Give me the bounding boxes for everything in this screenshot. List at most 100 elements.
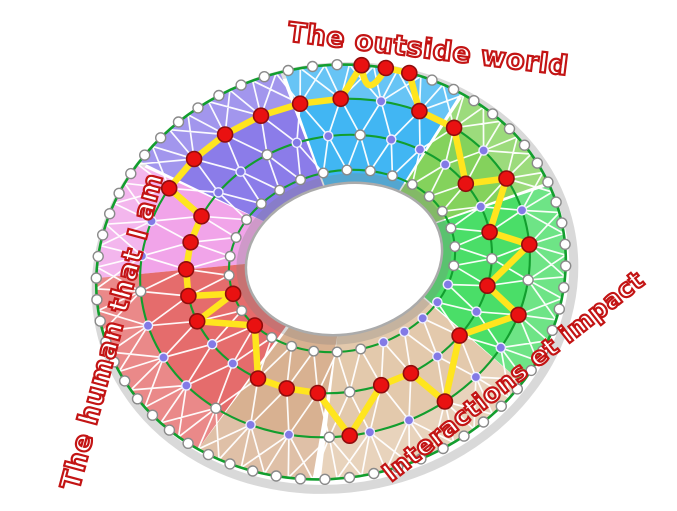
grid-node-purple[interactable] — [322, 130, 334, 142]
path-node-red[interactable] — [193, 208, 210, 225]
grid-node-white[interactable] — [518, 139, 531, 151]
grid-node-white[interactable] — [100, 336, 112, 348]
grid-node-purple[interactable] — [471, 306, 482, 318]
sector-impact-green-light[interactable] — [400, 94, 548, 223]
grid-node-purple[interactable] — [227, 358, 239, 369]
grid-node-white[interactable] — [468, 94, 480, 107]
grid-node-white[interactable] — [553, 303, 565, 315]
grid-node-white[interactable] — [546, 324, 558, 336]
path-node-red[interactable] — [177, 260, 195, 278]
path-node-red[interactable] — [402, 364, 420, 382]
grid-node-purple[interactable] — [439, 159, 451, 170]
grid-node-white[interactable] — [266, 332, 278, 344]
grid-node-white[interactable] — [406, 178, 418, 190]
grid-node-white[interactable] — [317, 167, 329, 179]
path-node-red[interactable] — [249, 370, 267, 387]
grid-node-white[interactable] — [282, 64, 294, 77]
grid-node-white[interactable] — [449, 241, 461, 253]
grid-node-white[interactable] — [354, 129, 366, 141]
grid-node-white[interactable] — [113, 187, 125, 200]
grid-node-purple[interactable] — [283, 429, 295, 441]
grid-node-purple[interactable] — [375, 96, 387, 107]
grid-node-white[interactable] — [522, 274, 534, 286]
grid-node-white[interactable] — [558, 281, 570, 294]
grid-node-purple[interactable] — [181, 380, 192, 391]
grid-node-purple[interactable] — [146, 215, 157, 227]
path-node-red[interactable] — [372, 376, 390, 394]
grid-node-white[interactable] — [368, 467, 380, 480]
grid-node-white[interactable] — [550, 196, 562, 208]
path-node-red[interactable] — [278, 380, 296, 397]
grid-node-white[interactable] — [294, 473, 307, 485]
grid-node-purple[interactable] — [245, 419, 256, 431]
grid-node-white[interactable] — [182, 437, 194, 449]
path-node-red[interactable] — [180, 287, 197, 305]
grid-node-white[interactable] — [246, 465, 259, 477]
grid-node-white[interactable] — [437, 442, 449, 455]
grid-node-white[interactable] — [319, 473, 331, 485]
grid-node-white[interactable] — [236, 305, 248, 317]
grid-node-purple[interactable] — [478, 145, 489, 156]
grid-node-white[interactable] — [364, 165, 376, 177]
path-node-red[interactable] — [185, 150, 203, 168]
grid-node-white[interactable] — [486, 108, 499, 120]
grid-node-white[interactable] — [138, 149, 151, 161]
grid-node-white[interactable] — [331, 58, 343, 71]
grid-node-white[interactable] — [331, 346, 343, 358]
grid-node-white[interactable] — [344, 386, 356, 398]
grid-node-white[interactable] — [154, 132, 167, 144]
grid-node-white[interactable] — [458, 430, 470, 442]
path-node-red[interactable] — [479, 277, 496, 295]
grid-node-white[interactable] — [445, 222, 457, 234]
grid-node-white[interactable] — [241, 214, 253, 226]
path-node-red[interactable] — [291, 95, 309, 112]
grid-node-white[interactable] — [323, 431, 335, 443]
grid-node-white[interactable] — [306, 60, 319, 73]
grid-node-purple[interactable] — [158, 352, 169, 363]
grid-node-white[interactable] — [108, 356, 120, 368]
path-node-red[interactable] — [510, 306, 527, 324]
grid-node-purple[interactable] — [432, 351, 443, 362]
grid-node-white[interactable] — [511, 383, 523, 395]
grid-node-white[interactable] — [542, 176, 554, 188]
grid-node-white[interactable] — [503, 123, 516, 135]
path-node-red[interactable] — [353, 56, 370, 74]
grid-node-white[interactable] — [386, 170, 398, 182]
path-node-red[interactable] — [481, 223, 498, 241]
grid-node-white[interactable] — [261, 149, 273, 161]
grid-node-white[interactable] — [343, 471, 356, 484]
grid-node-white[interactable] — [559, 238, 571, 251]
grid-node-white[interactable] — [202, 448, 215, 461]
path-node-red[interactable] — [411, 102, 428, 120]
grid-node-white[interactable] — [94, 315, 106, 327]
grid-node-white[interactable] — [531, 157, 543, 169]
grid-node-white[interactable] — [92, 250, 104, 263]
path-node-red[interactable] — [445, 119, 463, 137]
grid-node-white[interactable] — [163, 424, 176, 436]
grid-node-white[interactable] — [172, 116, 185, 128]
path-node-red[interactable] — [332, 90, 350, 108]
path-node-red[interactable] — [252, 107, 270, 124]
grid-node-purple[interactable] — [235, 166, 246, 177]
grid-node-white[interactable] — [447, 83, 460, 96]
path-node-red[interactable] — [246, 317, 264, 334]
grid-node-white[interactable] — [255, 198, 267, 210]
grid-node-purple[interactable] — [206, 338, 218, 350]
grid-node-white[interactable] — [556, 217, 568, 229]
grid-node-purple[interactable] — [417, 312, 429, 324]
path-node-red[interactable] — [224, 285, 242, 303]
path-node-red[interactable] — [182, 234, 199, 251]
grid-node-white[interactable] — [224, 250, 236, 262]
sector-human-tan[interactable] — [198, 326, 338, 480]
grid-node-white[interactable] — [90, 272, 103, 284]
grid-node-white[interactable] — [134, 285, 147, 298]
grid-node-white[interactable] — [210, 402, 222, 414]
grid-node-white[interactable] — [192, 102, 204, 114]
grid-node-white[interactable] — [125, 167, 137, 180]
grid-node-white[interactable] — [118, 375, 131, 387]
grid-node-purple[interactable] — [516, 204, 528, 216]
grid-node-white[interactable] — [560, 260, 572, 272]
grid-node-white[interactable] — [448, 260, 460, 272]
grid-node-white[interactable] — [308, 345, 320, 357]
grid-node-purple[interactable] — [378, 336, 389, 348]
